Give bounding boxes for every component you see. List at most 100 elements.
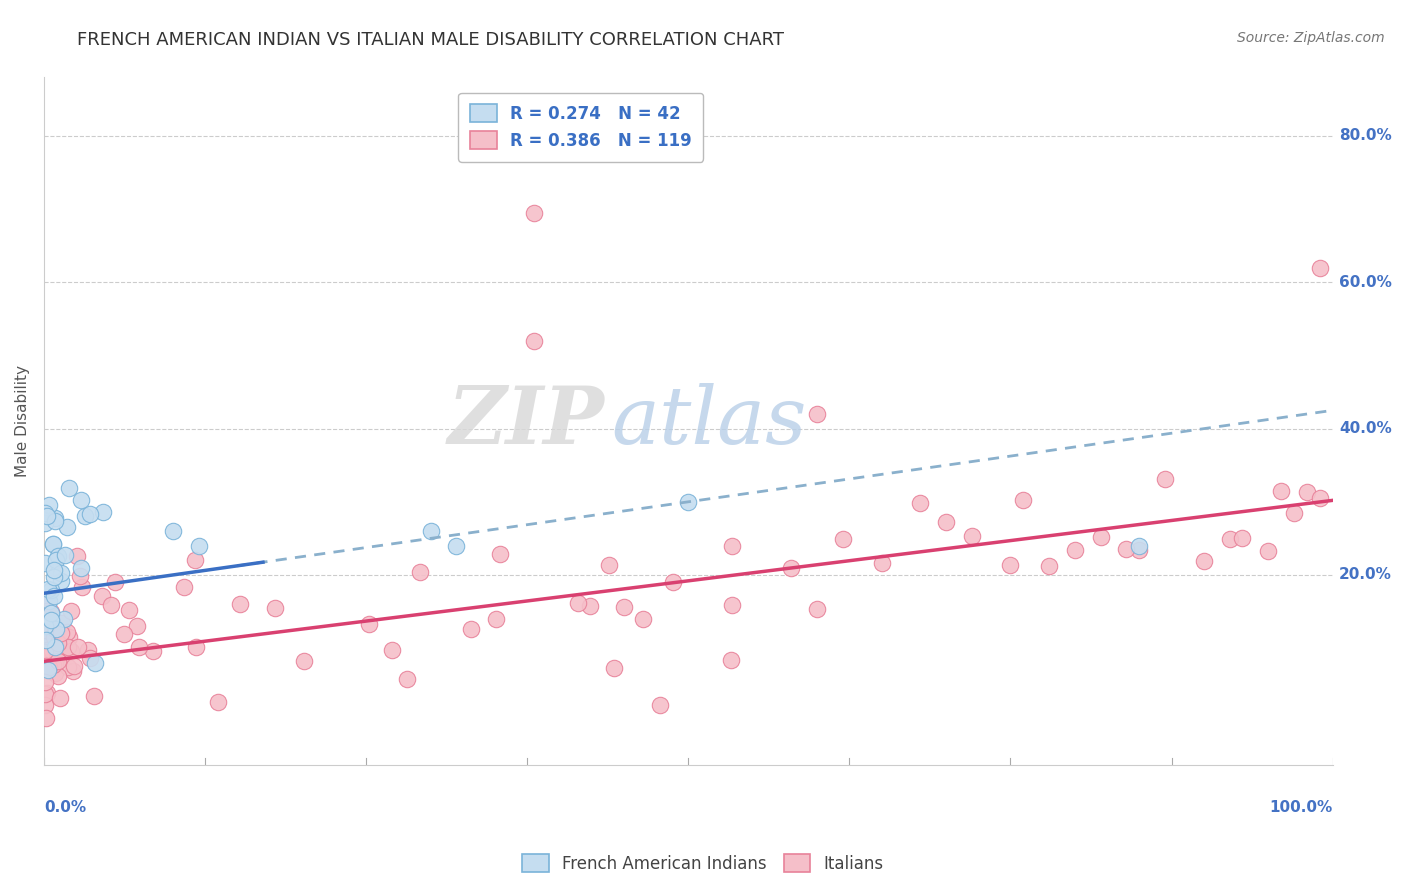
Point: [1000, 558, 1022, 573]
Point: [66, 549, 89, 563]
Point: [51, 631, 73, 645]
Point: [39, 607, 62, 621]
Point: [53, 549, 76, 563]
Point: [184, 553, 207, 567]
Point: [1296, 485, 1319, 500]
Point: [51, 644, 73, 658]
Point: [35, 590, 58, 604]
Point: [42, 590, 65, 604]
Point: [127, 619, 149, 633]
Point: [1282, 506, 1305, 520]
Text: 80.0%: 80.0%: [1339, 128, 1392, 144]
Point: [1270, 483, 1292, 498]
Point: [142, 644, 165, 658]
Point: [41, 656, 63, 670]
Point: [67, 640, 90, 655]
Point: [76, 643, 98, 657]
Text: atlas: atlas: [612, 383, 806, 460]
Point: [207, 695, 229, 709]
Point: [45, 643, 67, 657]
Point: [39, 583, 62, 598]
Point: [42, 630, 65, 644]
Point: [44, 657, 66, 671]
Point: [45, 650, 67, 665]
Point: [49, 648, 72, 662]
Point: [38, 659, 60, 673]
Point: [37, 619, 59, 633]
Point: [44, 622, 66, 636]
Point: [104, 575, 127, 590]
Point: [83, 690, 105, 704]
Point: [58, 631, 80, 645]
Point: [395, 673, 418, 687]
Point: [292, 654, 315, 668]
Point: [79, 651, 101, 665]
Point: [359, 616, 381, 631]
Point: [56, 660, 79, 674]
Point: [806, 407, 828, 421]
Point: [90, 589, 112, 603]
Point: [173, 580, 195, 594]
Point: [34, 698, 56, 713]
Point: [118, 603, 141, 617]
Point: [42, 563, 65, 577]
Point: [34, 645, 56, 659]
Point: [45, 622, 67, 636]
Point: [1128, 539, 1150, 553]
Point: [37, 597, 59, 611]
Point: [34, 624, 56, 638]
Point: [662, 574, 685, 589]
Point: [70, 580, 93, 594]
Point: [780, 561, 803, 575]
Point: [1128, 542, 1150, 557]
Point: [720, 653, 742, 667]
Point: [39, 605, 62, 619]
Point: [51, 615, 73, 630]
Point: [409, 565, 432, 579]
Point: [44, 666, 66, 681]
Point: [100, 598, 122, 612]
Point: [41, 653, 63, 667]
Point: [38, 635, 60, 649]
Point: [489, 547, 512, 561]
Point: [51, 574, 73, 588]
Text: ZIP: ZIP: [447, 383, 605, 460]
Point: [1309, 491, 1331, 505]
Point: [603, 661, 626, 675]
Point: [523, 206, 546, 220]
Point: [44, 640, 66, 654]
Text: 0.0%: 0.0%: [44, 799, 86, 814]
Point: [38, 498, 60, 512]
Point: [35, 630, 58, 644]
Point: [1115, 542, 1137, 557]
Point: [1154, 472, 1177, 486]
Point: [1012, 492, 1035, 507]
Point: [60, 644, 83, 658]
Point: [184, 640, 207, 654]
Point: [35, 711, 58, 725]
Point: [567, 596, 589, 610]
Point: [832, 532, 855, 546]
Text: FRENCH AMERICAN INDIAN VS ITALIAN MALE DISABILITY CORRELATION CHART: FRENCH AMERICAN INDIAN VS ITALIAN MALE D…: [77, 31, 785, 49]
Point: [631, 612, 654, 626]
Point: [39, 613, 62, 627]
Point: [38, 593, 60, 607]
Point: [62, 664, 84, 678]
Point: [1090, 531, 1112, 545]
Point: [39, 644, 62, 658]
Point: [523, 334, 546, 348]
Point: [34, 556, 56, 570]
Point: [112, 627, 135, 641]
Point: [37, 509, 59, 524]
Legend: French American Indians, Italians: French American Indians, Italians: [516, 847, 890, 880]
Point: [79, 507, 101, 521]
Point: [1064, 542, 1087, 557]
Point: [37, 582, 59, 597]
Point: [45, 635, 67, 649]
Point: [49, 566, 72, 580]
Point: [91, 505, 114, 519]
Point: [870, 556, 893, 570]
Point: [44, 626, 66, 640]
Text: 100.0%: 100.0%: [1270, 799, 1333, 814]
Point: [35, 686, 58, 700]
